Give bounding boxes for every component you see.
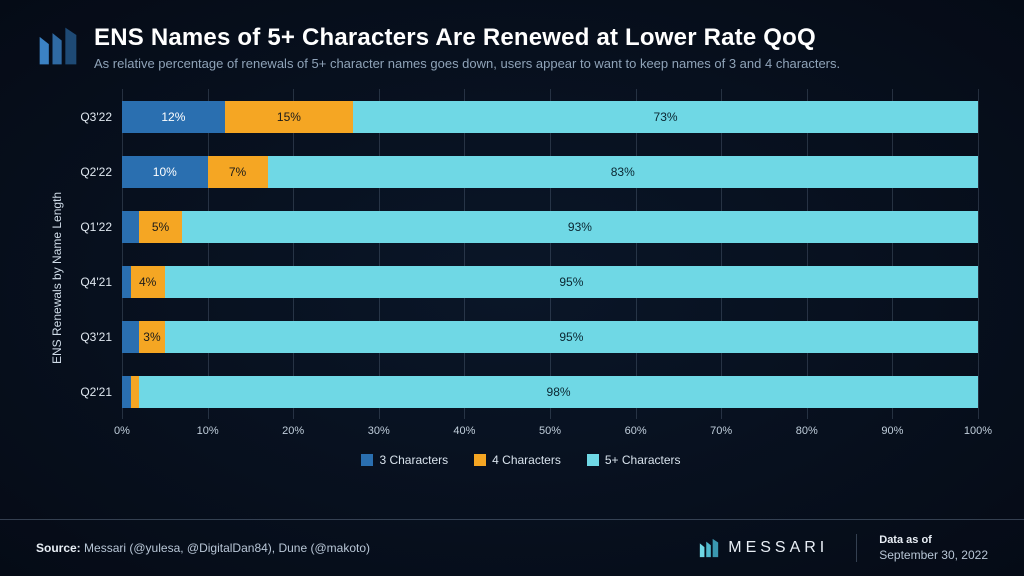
x-tick-label: 20% xyxy=(282,425,304,437)
category-label: Q3'22 xyxy=(64,110,122,124)
bar-track: 12%15%73% xyxy=(122,101,978,133)
legend-item: 5+ Characters xyxy=(587,453,681,467)
x-tick-label: 60% xyxy=(625,425,647,437)
bar-segment-s4: 15% xyxy=(225,101,353,133)
source-line: Source: Messari (@yulesa, @DigitalDan84)… xyxy=(36,541,670,555)
legend-label: 3 Characters xyxy=(379,453,448,467)
x-tick-label: 100% xyxy=(964,425,992,437)
date-box: Data as of September 30, 2022 xyxy=(856,534,988,562)
bar-segment-s4 xyxy=(131,376,140,408)
bar-segment-s3 xyxy=(122,211,139,243)
bar-segment-s4: 3% xyxy=(139,321,165,353)
bar-segment-s4: 7% xyxy=(208,156,268,188)
bar-segment-s5: 95% xyxy=(165,266,978,298)
chart-card: ENS Names of 5+ Characters Are Renewed a… xyxy=(0,0,1024,576)
bar-track: 5%93% xyxy=(122,211,978,243)
bar-segment-s4: 5% xyxy=(139,211,182,243)
footer-brand: MESSARI xyxy=(698,537,828,559)
date-label: Data as of xyxy=(879,534,988,546)
grid-line xyxy=(978,89,979,419)
bar-track: 10%7%83% xyxy=(122,156,978,188)
x-tick-label: 70% xyxy=(710,425,732,437)
x-ticks: 0%10%20%30%40%50%60%70%80%90%100% xyxy=(122,425,978,443)
bar-row: Q1'225%93% xyxy=(64,199,978,254)
bar-row: Q2'21 98% xyxy=(64,364,978,419)
category-label: Q2'21 xyxy=(64,385,122,399)
x-tick-label: 10% xyxy=(197,425,219,437)
x-tick-label: 50% xyxy=(539,425,561,437)
x-tick-label: 40% xyxy=(453,425,475,437)
category-label: Q2'22 xyxy=(64,165,122,179)
bar-segment-s5: 83% xyxy=(268,156,978,188)
bar-segment-s4: 4% xyxy=(131,266,165,298)
bar-track: 3%95% xyxy=(122,321,978,353)
chart-title: ENS Names of 5+ Characters Are Renewed a… xyxy=(94,24,988,52)
bar-track: 98% xyxy=(122,376,978,408)
bar-area: Q3'2212%15%73%Q2'2210%7%83%Q1'225%93%Q4'… xyxy=(64,89,978,419)
messari-logo-icon xyxy=(36,24,80,68)
bar-row: Q2'2210%7%83% xyxy=(64,144,978,199)
bar-row: Q3'2212%15%73% xyxy=(64,89,978,144)
bar-row: Q3'213%95% xyxy=(64,309,978,364)
source-text: Messari (@yulesa, @DigitalDan84), Dune (… xyxy=(84,541,370,555)
footer: Source: Messari (@yulesa, @DigitalDan84)… xyxy=(0,519,1024,576)
x-axis: 0%10%20%30%40%50%60%70%80%90%100% xyxy=(64,425,978,443)
category-label: Q3'21 xyxy=(64,330,122,344)
plot: Q3'2212%15%73%Q2'2210%7%83%Q1'225%93%Q4'… xyxy=(64,89,988,467)
bar-segment-s5: 95% xyxy=(165,321,978,353)
bar-row: Q4'214%95% xyxy=(64,254,978,309)
bar-segment-s5: 98% xyxy=(139,376,978,408)
header: ENS Names of 5+ Characters Are Renewed a… xyxy=(36,24,988,71)
legend-item: 4 Characters xyxy=(474,453,561,467)
legend-swatch xyxy=(474,454,486,466)
x-tick-label: 0% xyxy=(114,425,130,437)
bar-segment-s5: 93% xyxy=(182,211,978,243)
legend-item: 3 Characters xyxy=(361,453,448,467)
footer-brand-text: MESSARI xyxy=(728,539,828,557)
bar-track: 4%95% xyxy=(122,266,978,298)
category-label: Q4'21 xyxy=(64,275,122,289)
legend-label: 5+ Characters xyxy=(605,453,681,467)
legend-label: 4 Characters xyxy=(492,453,561,467)
bar-segment-s3: 10% xyxy=(122,156,208,188)
bar-segment-s3 xyxy=(122,266,131,298)
legend-swatch xyxy=(587,454,599,466)
messari-logo-icon xyxy=(698,537,720,559)
bar-segment-s5: 73% xyxy=(353,101,978,133)
x-tick-label: 80% xyxy=(796,425,818,437)
legend: 3 Characters 4 Characters 5+ Characters xyxy=(64,453,978,467)
y-axis-label: ENS Renewals by Name Length xyxy=(44,89,64,467)
x-tick-label: 30% xyxy=(368,425,390,437)
legend-swatch xyxy=(361,454,373,466)
bar-segment-s3: 12% xyxy=(122,101,225,133)
bar-segment-s3 xyxy=(122,321,139,353)
source-prefix: Source: xyxy=(36,541,81,555)
x-tick-label: 90% xyxy=(881,425,903,437)
date-value: September 30, 2022 xyxy=(879,548,988,562)
chart-area: ENS Renewals by Name Length Q3'2212%15%7… xyxy=(44,89,988,467)
category-label: Q1'22 xyxy=(64,220,122,234)
bar-segment-s3 xyxy=(122,376,131,408)
chart-subtitle: As relative percentage of renewals of 5+… xyxy=(94,56,988,71)
